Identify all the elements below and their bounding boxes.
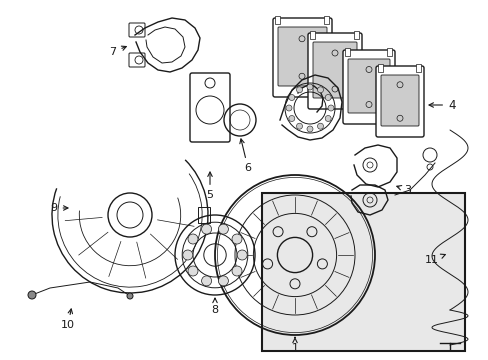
Circle shape [285,105,291,111]
FancyBboxPatch shape [342,50,394,124]
Circle shape [237,250,247,260]
Circle shape [288,95,294,100]
Circle shape [317,87,323,93]
Text: 1: 1 [291,337,298,353]
Bar [415,64,420,72]
Bar [377,64,382,72]
Text: 6: 6 [239,139,251,173]
Bar [353,31,358,39]
Text: 3: 3 [396,185,411,195]
Text: 2: 2 [314,63,328,81]
Circle shape [201,224,211,234]
Circle shape [296,123,302,129]
FancyBboxPatch shape [129,23,145,37]
FancyBboxPatch shape [380,75,418,126]
Text: 8: 8 [211,298,218,315]
Text: 7: 7 [109,46,126,57]
FancyBboxPatch shape [347,59,389,113]
Circle shape [288,116,294,122]
Circle shape [183,250,192,260]
Circle shape [296,87,302,93]
Text: 9: 9 [50,203,68,213]
Text: 11: 11 [424,254,445,265]
FancyBboxPatch shape [272,18,331,97]
Circle shape [231,266,242,276]
Bar [309,31,314,39]
FancyBboxPatch shape [129,53,145,67]
Bar [198,207,209,223]
Circle shape [306,126,312,132]
Circle shape [218,224,228,234]
Circle shape [325,116,330,122]
Circle shape [28,291,36,299]
Circle shape [306,84,312,90]
Circle shape [187,266,198,276]
FancyBboxPatch shape [312,42,356,98]
Bar [345,48,349,56]
FancyBboxPatch shape [307,33,361,109]
Bar [274,16,280,24]
Circle shape [201,276,211,286]
Circle shape [327,105,333,111]
Text: 10: 10 [61,309,75,330]
Circle shape [218,276,228,286]
Circle shape [187,234,198,244]
FancyBboxPatch shape [375,66,423,137]
Circle shape [325,94,330,100]
Bar [261,193,464,351]
Circle shape [317,123,323,129]
Circle shape [127,293,133,299]
Bar [386,48,391,56]
Text: 4: 4 [428,99,454,112]
Bar [324,16,328,24]
Text: 5: 5 [206,172,213,200]
FancyBboxPatch shape [190,73,229,142]
Circle shape [231,234,242,244]
FancyBboxPatch shape [278,27,326,86]
